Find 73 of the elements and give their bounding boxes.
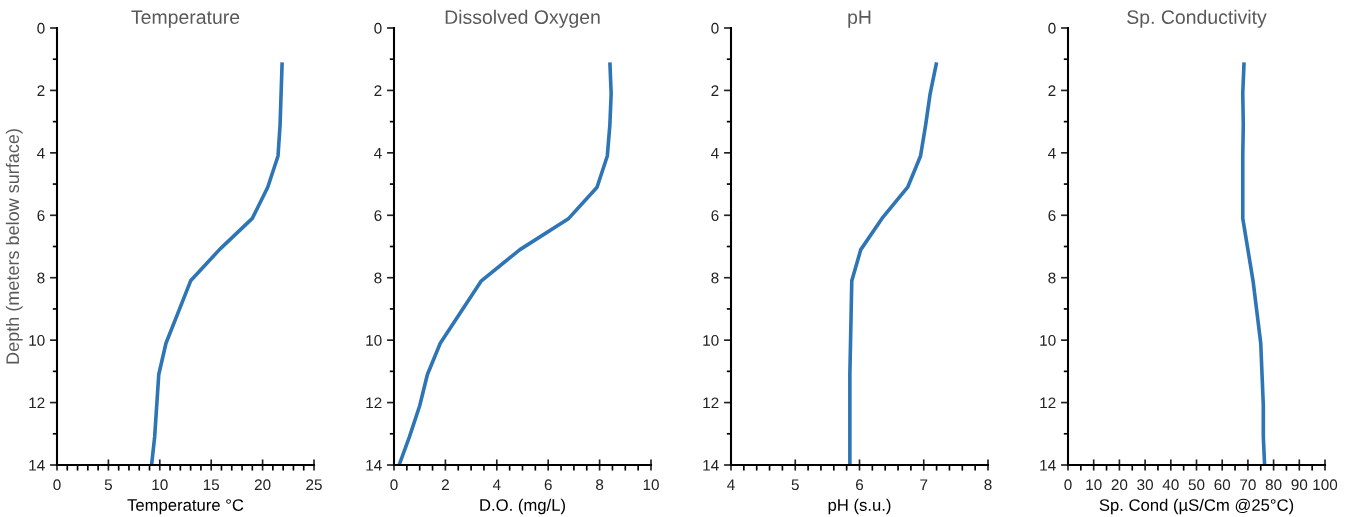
line-series [1240, 60, 1267, 467]
y-tick-label: 4 [374, 147, 382, 159]
x-axis-title: D.O. (mg/L) [480, 498, 565, 515]
chart-title: pH [848, 10, 871, 28]
line-series [397, 60, 613, 467]
y-tick-label: 0 [1048, 22, 1056, 34]
x-tick-label: 10 [643, 479, 659, 491]
x-tick-label: 20 [254, 479, 271, 491]
y-tick-label: 2 [711, 85, 719, 96]
x-tick-label: 4 [492, 479, 501, 490]
y-tick-label: 2 [374, 85, 382, 96]
x-tick-label: 100 [1313, 479, 1338, 491]
x-tick-label: 0 [1064, 479, 1072, 491]
x-tick-label: 10 [152, 479, 168, 491]
x-axis-title: pH (s.u.) [828, 498, 891, 515]
x-axis-title: Sp. Cond (µS/Cm @25°C) [1099, 498, 1294, 515]
x-tick-label: 8 [984, 479, 992, 491]
line-series [149, 60, 284, 467]
x-tick-label: 60 [1214, 479, 1231, 491]
y-tick-label: 6 [37, 210, 45, 221]
y-tick-label: 6 [1048, 210, 1056, 221]
x-tick-label: 80 [1265, 479, 1282, 491]
y-axis-title: Depth (meters below surface) [5, 129, 23, 364]
y-tick-label: 4 [1048, 147, 1056, 159]
line-series [848, 60, 939, 467]
y-tick-label: 8 [37, 272, 45, 284]
x-axis-title: Temperature °C [127, 499, 244, 515]
chart-title: Sp. Conductivity [1127, 9, 1267, 28]
x-tick-label: 4 [727, 479, 735, 490]
y-tick-label: 14 [1040, 460, 1056, 471]
y-tick-label: 12 [366, 397, 382, 409]
y-tick-label: 8 [711, 272, 719, 284]
x-tick-label: 2 [441, 479, 449, 490]
x-tick-label: 6 [544, 479, 552, 491]
y-tick-label: 10 [703, 335, 719, 346]
y-tick-label: 4 [711, 147, 719, 159]
y-tick-label: 8 [374, 272, 382, 284]
y-tick-label: 12 [1040, 397, 1056, 409]
x-tick-label: 0 [53, 479, 61, 491]
y-tick-label: 0 [374, 22, 382, 34]
y-tick-label: 4 [37, 147, 45, 159]
x-tick-label: 8 [596, 479, 604, 491]
x-tick-label: 5 [104, 479, 113, 491]
x-tick-label: 30 [1137, 479, 1153, 491]
y-tick-label: 14 [366, 460, 382, 471]
x-tick-label: 6 [856, 479, 864, 491]
y-tick-label: 12 [703, 397, 719, 409]
x-tick-label: 70 [1240, 479, 1256, 491]
y-tick-label: 6 [374, 210, 382, 221]
x-tick-label: 0 [390, 479, 398, 491]
x-tick-label: 50 [1188, 479, 1205, 491]
x-tick-label: 90 [1291, 479, 1308, 491]
x-tick-label: 25 [306, 479, 322, 491]
y-tick-label: 14 [29, 460, 45, 471]
x-tick-label: 7 [920, 479, 928, 490]
chart-title: Dissolved Oxygen [445, 9, 600, 28]
x-tick-label: 15 [203, 479, 220, 491]
y-tick-label: 8 [1048, 272, 1056, 284]
y-tick-label: 6 [711, 210, 719, 221]
x-tick-label: 20 [1111, 479, 1128, 491]
y-tick-label: 0 [37, 22, 45, 34]
y-tick-label: 2 [1048, 85, 1056, 96]
x-tick-label: 10 [1086, 479, 1102, 491]
x-tick-label: 40 [1162, 479, 1179, 491]
y-tick-label: 14 [703, 460, 719, 471]
y-tick-label: 10 [1040, 335, 1056, 346]
y-tick-label: 12 [29, 397, 45, 409]
y-tick-label: 10 [29, 335, 45, 346]
y-tick-label: 10 [366, 335, 382, 346]
y-tick-label: 0 [711, 22, 719, 34]
chart-title: Temperature [131, 10, 240, 28]
x-tick-label: 5 [791, 479, 799, 491]
y-tick-label: 2 [37, 85, 45, 96]
